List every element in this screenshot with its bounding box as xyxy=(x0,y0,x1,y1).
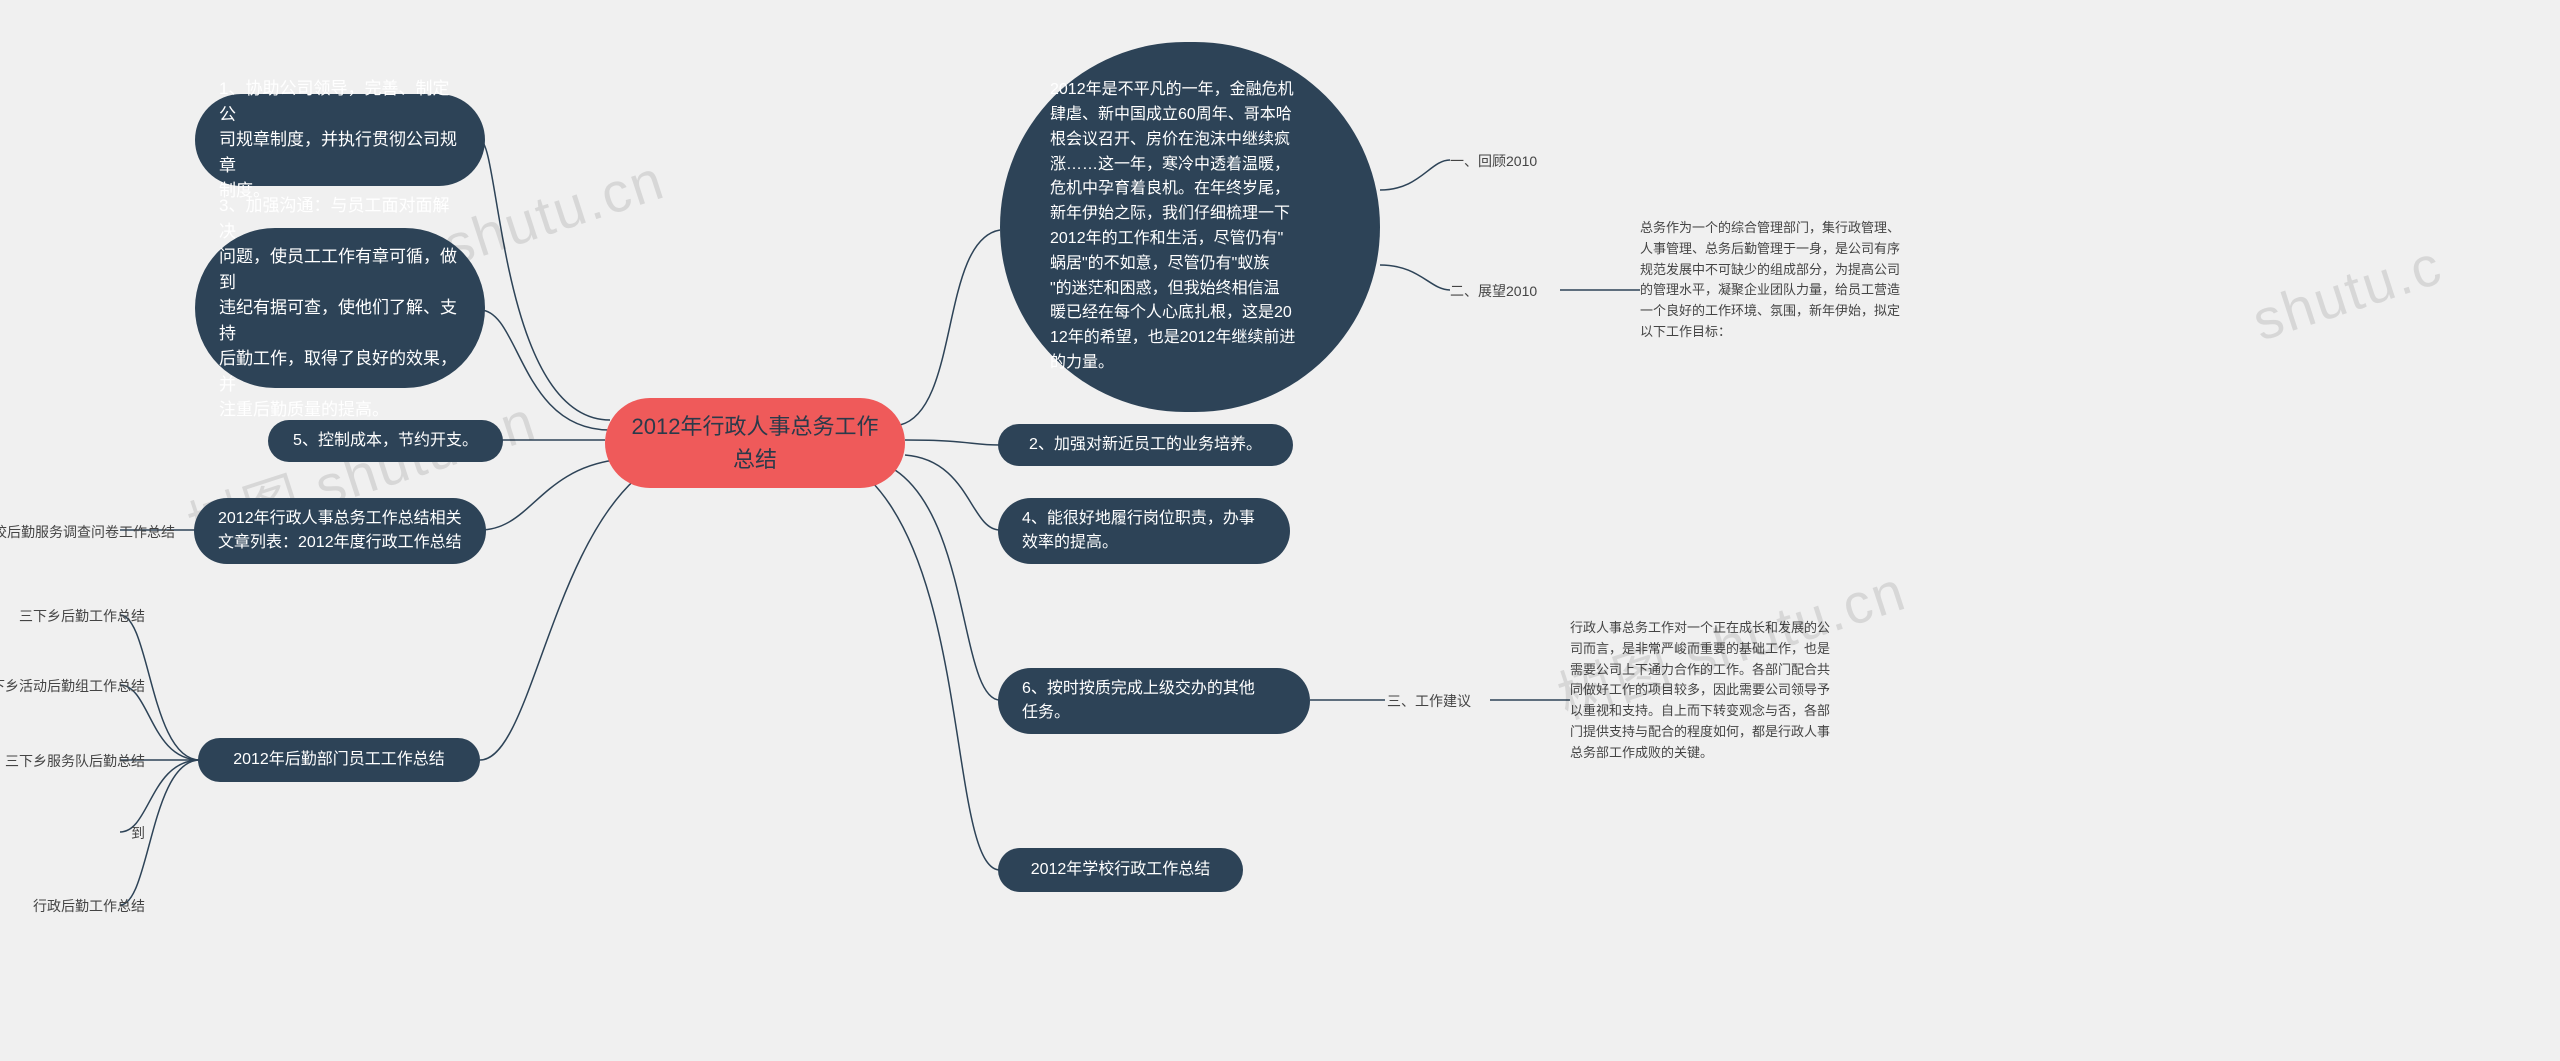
node-text: 2、加强对新近员工的业务培养。 xyxy=(1029,433,1262,457)
node-left-3[interactable]: 3、加强沟通：与员工面对面解决 问题，使员工工作有章可循，做到 违纪有据可查，使… xyxy=(195,228,485,388)
subtext-left-nl3-c: 三下乡服务队后勤总结 xyxy=(0,750,145,772)
subtext-left-nl3-d: 到 xyxy=(90,822,145,844)
subtext-left-nl2: 学校后勤服务调查问卷工作总结 xyxy=(0,521,175,543)
node-text: 6、按时按质完成上级交办的其他 任务。 xyxy=(1022,677,1255,725)
node-text: 1、协助公司领导，完善、制定公 司规章制度，并执行贯彻公司规章 制度。 xyxy=(219,76,461,204)
root-label: 2012年行政人事总务工作 总结 xyxy=(632,410,879,476)
node-text: 2012年学校行政工作总结 xyxy=(1031,858,1211,882)
mindmap-stage: 树图 shutu.cn shutu.cn 树图 shutu.cn shutu.c… xyxy=(0,0,2560,1061)
root-node[interactable]: 2012年行政人事总务工作 总结 xyxy=(605,398,905,488)
subtext-left-nl3-e: 行政后勤工作总结 xyxy=(10,895,145,917)
node-left-5[interactable]: 5、控制成本，节约开支。 xyxy=(268,420,503,462)
subtext-right-n6-desc: 行政人事总务工作对一个正在成长和发展的公 司而言，是非常严峻而重要的基础工作，也… xyxy=(1570,618,1900,764)
node-right-2[interactable]: 2、加强对新近员工的业务培养。 xyxy=(998,424,1293,466)
node-right-rel[interactable]: 2012年学校行政工作总结 xyxy=(998,848,1243,892)
subtext-left-nl3-b: 三下乡活动后勤组工作总结 xyxy=(0,675,145,697)
node-text: 5、控制成本，节约开支。 xyxy=(293,429,478,453)
node-text: 4、能很好地履行岗位职责，办事 效率的提高。 xyxy=(1022,507,1255,555)
node-text: 3、加强沟通：与员工面对面解决 问题，使员工工作有章可循，做到 违纪有据可查，使… xyxy=(219,193,461,423)
subtext-right-big-b: 二、展望2010 xyxy=(1450,280,1537,302)
subtext-right-n6: 三、工作建议 xyxy=(1387,690,1471,712)
node-text: 2012年后勤部门员工工作总结 xyxy=(233,748,445,772)
node-left-rel1[interactable]: 2012年行政人事总务工作总结相关 文章列表：2012年度行政工作总结 xyxy=(194,498,486,564)
node-right-4[interactable]: 4、能很好地履行岗位职责，办事 效率的提高。 xyxy=(998,498,1290,564)
node-left-1[interactable]: 1、协助公司领导，完善、制定公 司规章制度，并执行贯彻公司规章 制度。 xyxy=(195,94,485,186)
node-text: 2012年行政人事总务工作总结相关 文章列表：2012年度行政工作总结 xyxy=(218,507,462,555)
node-text: 2012年是不平凡的一年，金融危机 肆虐、新中国成立60周年、哥本哈 根会议召开… xyxy=(1050,78,1295,376)
subtext-left-nl3-a: 三下乡后勤工作总结 xyxy=(0,605,145,627)
watermark: shutu.c xyxy=(2245,232,2450,354)
subtext-right-big-a: 一、回顾2010 xyxy=(1450,150,1537,172)
node-right-big[interactable]: 2012年是不平凡的一年，金融危机 肆虐、新中国成立60周年、哥本哈 根会议召开… xyxy=(1000,42,1380,412)
subtext-right-big-b-desc: 总务作为一个的综合管理部门，集行政管理、 人事管理、总务后勤管理于一身，是公司有… xyxy=(1640,218,1970,343)
node-right-6[interactable]: 6、按时按质完成上级交办的其他 任务。 xyxy=(998,668,1310,734)
node-left-rel2[interactable]: 2012年后勤部门员工工作总结 xyxy=(198,738,480,782)
